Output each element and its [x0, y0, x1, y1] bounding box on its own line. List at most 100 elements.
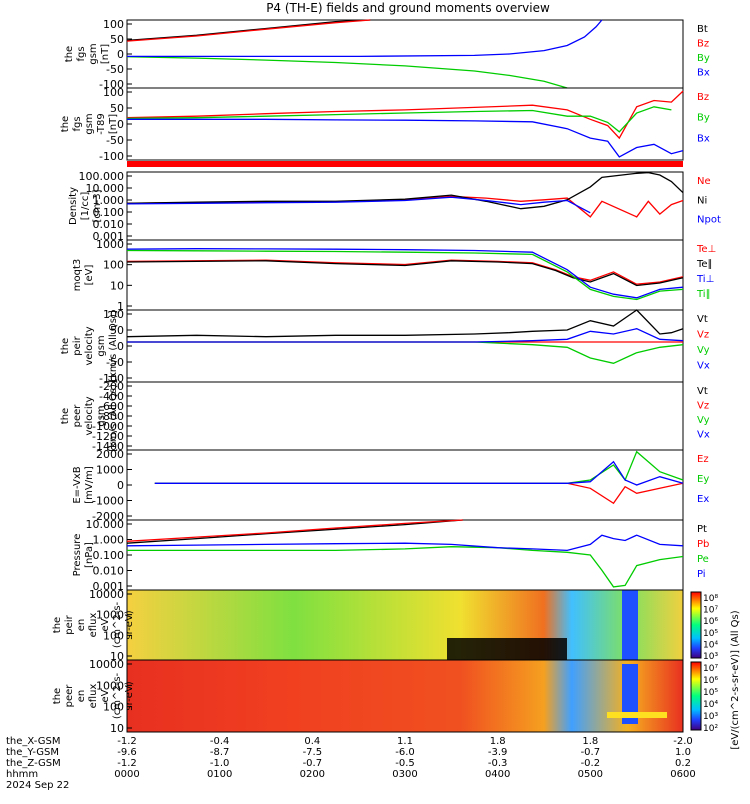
legend-Bx: Bx: [697, 133, 710, 144]
y-tick-label: 10: [110, 650, 124, 663]
x-row-value: -1.2: [117, 758, 137, 769]
legend-Pt: Pt: [697, 524, 707, 535]
panel-frame: [126, 87, 684, 161]
series-line-Npot: [126, 196, 591, 214]
y-axis-label: -T89: [96, 113, 107, 135]
y-axis-label: peer: [64, 684, 75, 708]
legend-Ey: Ey: [697, 474, 709, 485]
y-axis-label: [nT]: [108, 114, 119, 134]
legend-Vy: Vy: [697, 415, 710, 426]
x-row-value: -2.0: [673, 736, 693, 747]
y-tick-label: -100: [99, 150, 124, 163]
legend-Vt: Vt: [697, 386, 708, 397]
y-axis-label: eV: [100, 689, 111, 702]
y-axis-label: [nPa]: [84, 542, 95, 568]
y-axis-label: gsm: [88, 43, 99, 64]
y-axis-label: moqt3: [72, 259, 83, 292]
legend-By: By: [697, 113, 710, 124]
series-line-Bt: [126, 19, 371, 42]
y-tick-label: 0.010: [93, 565, 125, 578]
figure-title: P4 (TH-E) fields and ground moments over…: [266, 1, 550, 15]
legend-Ni: Ni: [697, 195, 707, 206]
y-tick-label: 100: [103, 259, 124, 272]
y-axis-label: the: [60, 408, 71, 424]
y-tick-label: 100: [103, 701, 124, 714]
y-axis-label: [nT]: [100, 44, 111, 64]
x-row-value: -9.6: [117, 747, 137, 758]
panel-temperature: 1000 100 10 1 moqt3 [eV] Te⊥ Te∥ Ti⊥ Ti∥: [72, 238, 716, 313]
x-row-value: 1.8: [582, 736, 598, 747]
panel-frame: [126, 449, 684, 521]
y-tick-label: -800: [99, 410, 124, 423]
x-row-value: 0000: [114, 769, 139, 780]
panel-frame: [126, 519, 684, 591]
legend-Bx: Bx: [697, 68, 710, 79]
series-line-Te∥: [126, 260, 684, 287]
x-row-label: the_Y-GSM: [6, 747, 59, 758]
y-axis-label: E=-VxB: [72, 466, 83, 503]
y-tick-label: 10.000: [86, 518, 125, 531]
y-tick-label: 100.000: [79, 170, 125, 183]
colorbar-tick-label: 10⁶: [703, 617, 718, 627]
colorbar-tick-label: 10⁸: [703, 594, 718, 604]
legend-Vx: Vx: [697, 361, 710, 372]
y-axis-label: gsm: [96, 405, 107, 426]
legend-Ti∥: Ti∥: [696, 289, 711, 300]
legend-Npot: Npot: [697, 215, 721, 226]
series-line-Ey: [154, 450, 684, 484]
x-row-value: -8.7: [210, 747, 230, 758]
date-label: 2024 Sep 22: [6, 780, 69, 791]
y-tick-label: 0.010: [93, 218, 125, 231]
y-tick-label: -50: [106, 63, 124, 76]
legend-By: By: [697, 53, 710, 64]
x-row-value: 0200: [300, 769, 325, 780]
y-tick-label: 50: [110, 324, 124, 337]
legend-Pi: Pi: [697, 569, 706, 580]
y-axis-label: gsm: [84, 113, 95, 134]
y-axis-label: sr-eV): [124, 681, 135, 710]
series-line-Pe: [127, 546, 684, 588]
y-tick-label: 100: [103, 18, 124, 31]
legend-Pe: Pe: [697, 554, 709, 565]
series-line-Ex: [154, 460, 684, 486]
y-axis-label: [km/s (All Qs)]: [108, 310, 119, 382]
panel-efield: 2000 1000 0 -1000 -2000 E=-VxB [mV/m] Ez Ey Ex: [72, 448, 709, 523]
panel-frame: [126, 171, 684, 241]
y-axis-label: [cm-3]: [92, 189, 103, 222]
spectrogram-yellow-band: [607, 712, 667, 718]
y-axis-label: [mV/m]: [84, 466, 95, 504]
x-row-value: 0.4: [304, 736, 320, 747]
x-row-value: 0500: [578, 769, 603, 780]
series-line-Pb: [126, 519, 463, 542]
y-axis-label: Density: [68, 187, 79, 225]
y-tick-label: 1000: [96, 464, 124, 477]
y-tick-label: 1: [117, 300, 124, 313]
y-tick-label: 0.100: [93, 206, 125, 219]
separator-band: [127, 161, 683, 167]
y-axis-label: gsm: [96, 335, 107, 356]
y-axis-label: [km/s (All Qs)]: [108, 380, 119, 452]
y-tick-label: 10: [110, 722, 124, 735]
series-line-Ni: [126, 171, 684, 210]
y-axis-label: (cm^2-s-: [112, 672, 123, 719]
y-axis-label: peir: [64, 614, 75, 634]
x-row-value: -0.5: [395, 758, 415, 769]
y-tick-label: 2000: [96, 448, 124, 461]
y-tick-label: 50: [110, 33, 124, 46]
legend-Bz: Bz: [697, 92, 709, 103]
y-axis-label: en: [76, 619, 87, 632]
legend-Ne: Ne: [697, 176, 711, 187]
legend-Bz: Bz: [697, 39, 709, 50]
colorbar-tick-label: 10⁶: [703, 676, 718, 686]
x-row-label: the_Z-GSM: [6, 758, 61, 769]
x-row-value: 0100: [207, 769, 232, 780]
y-tick-label: -100: [99, 78, 124, 91]
y-tick-label: 0: [117, 48, 124, 61]
x-row-label: the_X-GSM: [6, 736, 60, 747]
y-axis-label: peer: [72, 404, 83, 428]
y-tick-label: 1000: [96, 238, 124, 251]
y-axis-label: fgs: [76, 46, 87, 61]
panel-frame: [126, 659, 684, 733]
